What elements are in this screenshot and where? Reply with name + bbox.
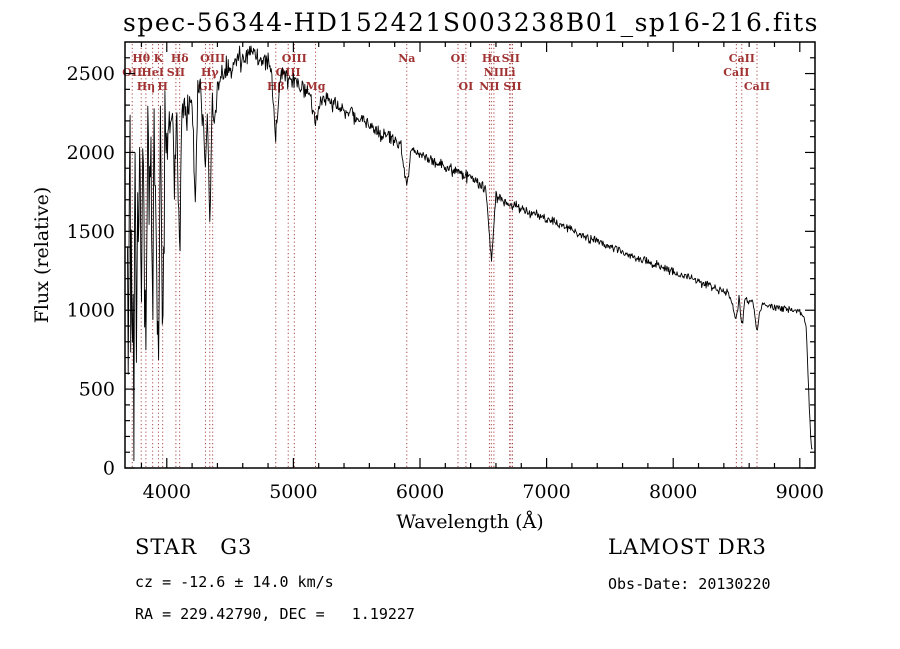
marker-label: Hα xyxy=(482,52,501,65)
marker-label: NII xyxy=(484,66,504,79)
marker-label: OII xyxy=(122,66,142,79)
classification-label: STAR G3 xyxy=(135,535,253,559)
marker-label: Hβ xyxy=(267,80,285,93)
marker-label: Hγ xyxy=(201,66,219,79)
x-tick-label: 8000 xyxy=(649,481,697,503)
plot-axes xyxy=(124,41,816,469)
marker-label: Li xyxy=(504,66,516,79)
x-tick-label: 4000 xyxy=(143,481,191,503)
marker-label: OI xyxy=(459,80,474,93)
x-tick-label: 9000 xyxy=(776,481,824,503)
marker-label: OIII xyxy=(200,52,225,65)
page-title: spec-56344-HD152421S003238B01_sp16-216.f… xyxy=(123,8,819,37)
x-tick-label: 5000 xyxy=(269,481,317,503)
x-axis-label: Wavelength (Å) xyxy=(396,511,543,533)
x-tick-label: 6000 xyxy=(396,481,444,503)
marker-label: HeI xyxy=(141,66,164,79)
marker-label: SII xyxy=(502,52,520,65)
y-tick-label: 2000 xyxy=(67,142,115,164)
y-tick-label: 2500 xyxy=(67,63,115,85)
marker-label: OIII xyxy=(276,66,301,79)
marker-label: CaII xyxy=(744,80,770,93)
y-tick-label: 1500 xyxy=(67,221,115,243)
marker-label: CaII xyxy=(723,66,749,79)
y-axis-label: Flux (relative) xyxy=(31,187,53,324)
spectrum-line xyxy=(127,45,813,462)
marker-label: OI xyxy=(451,52,466,65)
marker-label: Hη xyxy=(137,80,155,93)
spectral-marker-lines xyxy=(131,44,758,467)
x-tick-labels: 4000 5000 6000 7000 8000 9000 xyxy=(143,481,824,503)
marker-label: OIII xyxy=(282,52,307,65)
y-tick-label: 0 xyxy=(103,458,115,480)
survey-label: LAMOST DR3 xyxy=(608,535,767,559)
marker-label: SII xyxy=(503,80,521,93)
marker-label: Mg xyxy=(306,80,326,93)
y-tick-label: 500 xyxy=(79,379,115,401)
axis-box xyxy=(124,41,816,469)
marker-label: GI xyxy=(198,80,213,93)
marker-label: NII xyxy=(479,80,499,93)
obs-date-label: Obs-Date: 20130220 xyxy=(608,575,771,593)
marker-label: K xyxy=(154,52,164,65)
marker-label: Hδ xyxy=(171,52,189,65)
x-tick-label: 7000 xyxy=(522,481,570,503)
marker-label: Hθ xyxy=(132,52,150,65)
redshift-velocity-label: cz = -12.6 ± 14.0 km/s xyxy=(135,573,334,591)
marker-label: CaII xyxy=(729,52,755,65)
coordinates-label: RA = 229.42790, DEC = 1.19227 xyxy=(135,605,415,623)
y-tick-labels: 0 500 1000 1500 2000 2500 xyxy=(67,63,115,479)
marker-label: Na xyxy=(398,52,415,65)
y-tick-label: 1000 xyxy=(67,300,115,322)
marker-label: H xyxy=(157,80,167,93)
marker-label: SII xyxy=(167,66,185,79)
